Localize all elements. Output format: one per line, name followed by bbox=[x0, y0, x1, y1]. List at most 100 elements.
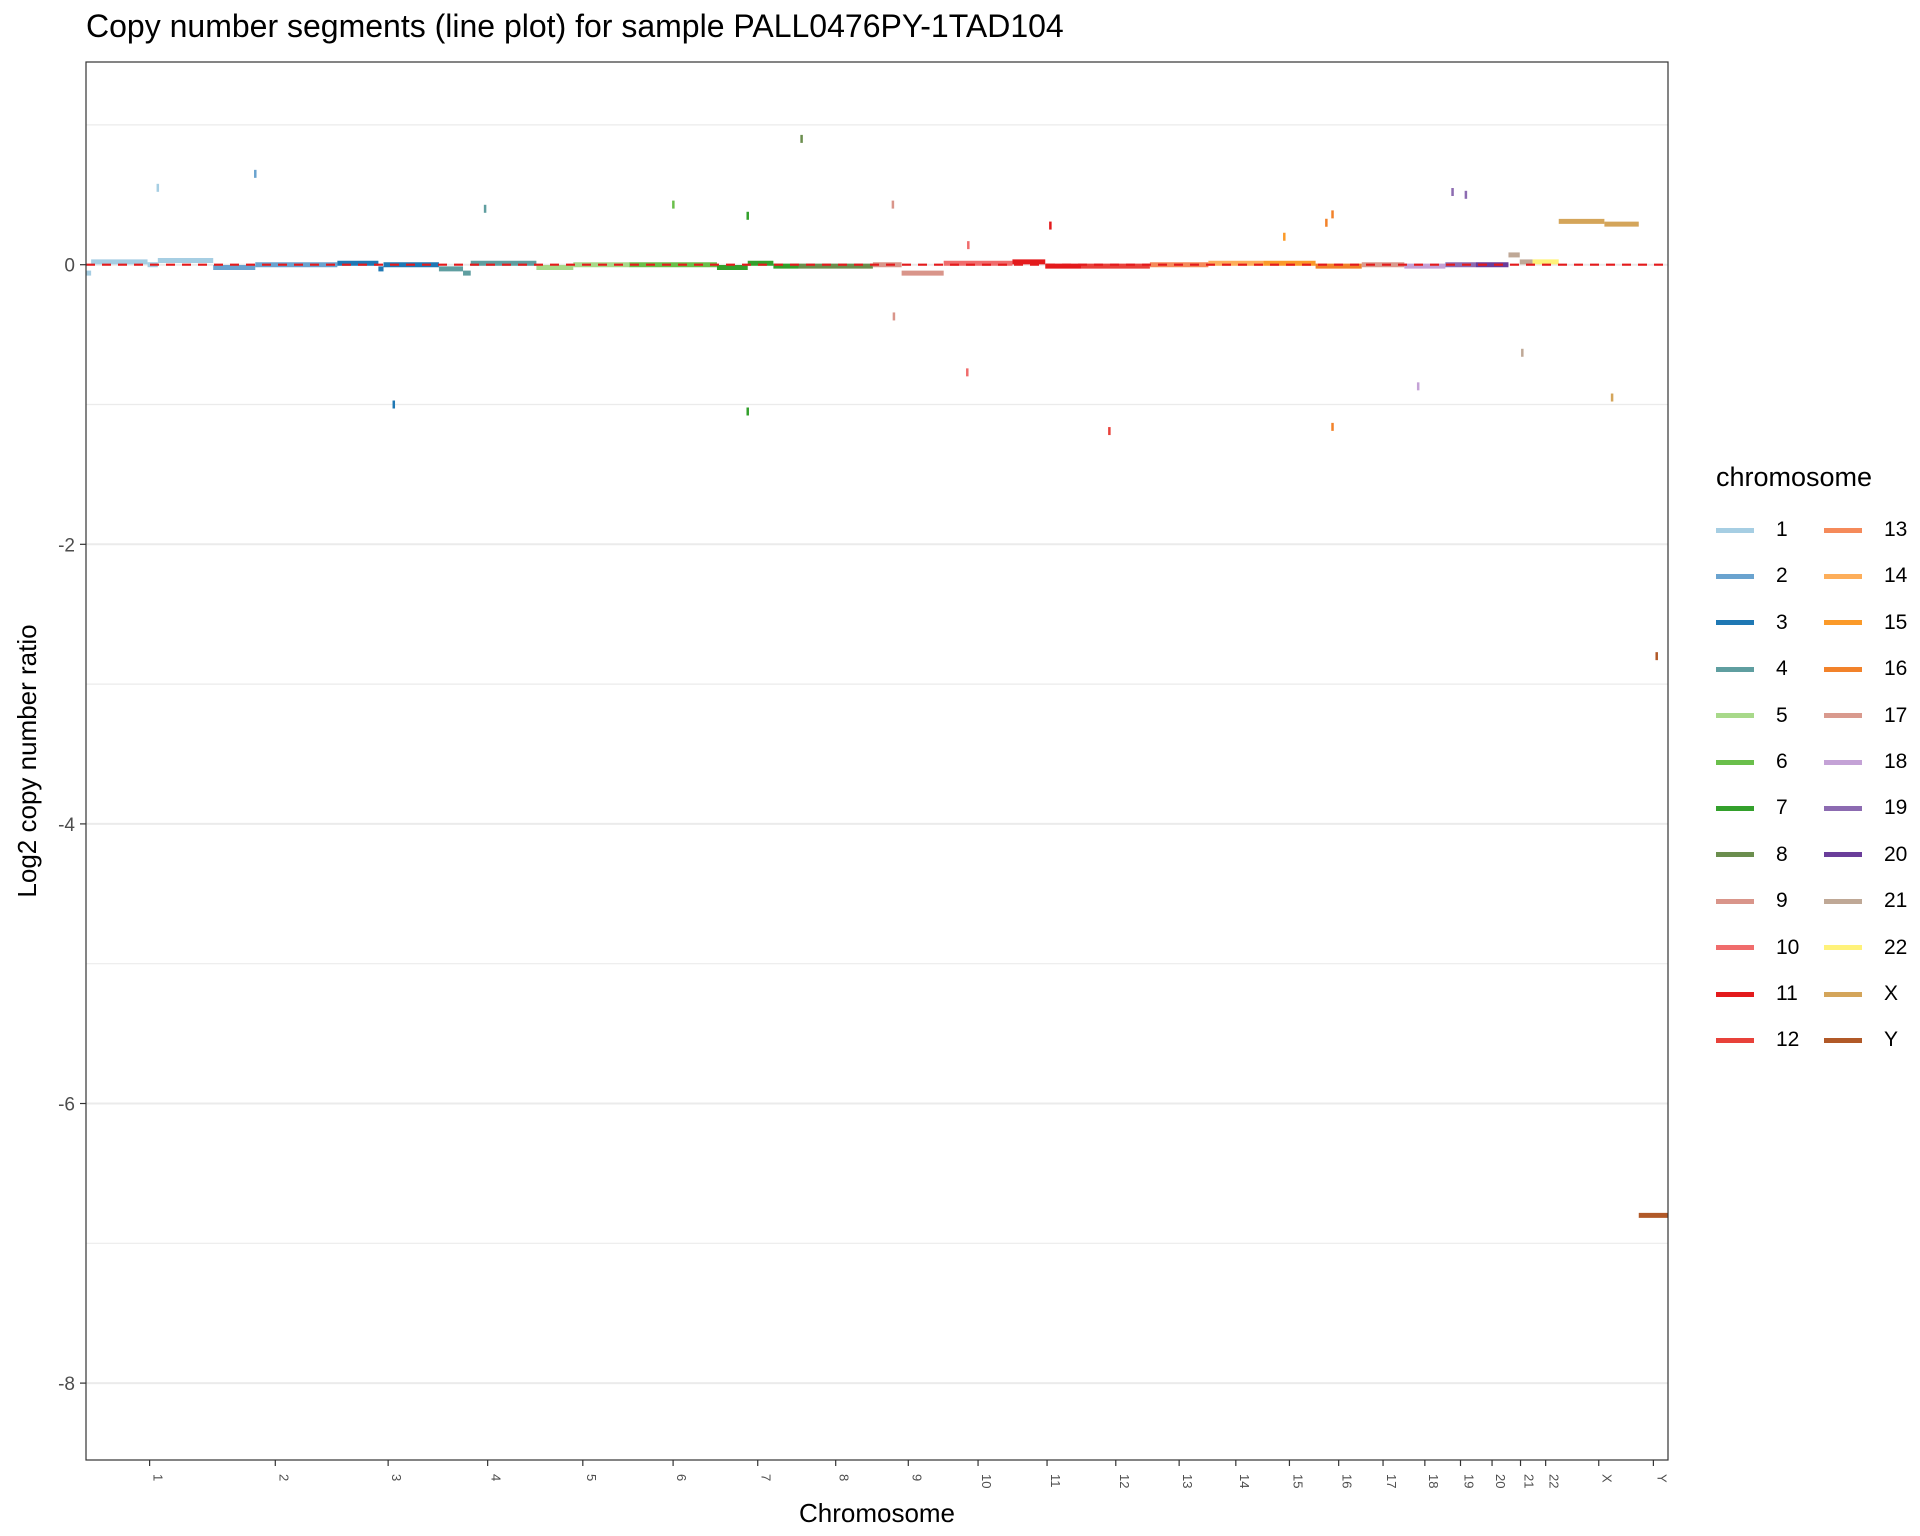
x-tick-label-chr-1: 1 bbox=[151, 1474, 166, 1481]
legend-item-chr-14: 14 bbox=[1824, 562, 1907, 590]
legend-label: 20 bbox=[1884, 842, 1908, 866]
legend-item-chr-6: 6 bbox=[1716, 748, 1788, 776]
legend-item-chr-2: 2 bbox=[1716, 562, 1788, 590]
legend-key-swatch bbox=[1716, 573, 1754, 579]
x-tick-label-chr-15: 15 bbox=[1290, 1474, 1305, 1488]
legend-label: 16 bbox=[1884, 657, 1908, 681]
x-tick-label-chr-19: 19 bbox=[1462, 1474, 1477, 1488]
legend-key-swatch bbox=[1716, 527, 1754, 533]
x-tick-label-chr-9: 9 bbox=[909, 1474, 924, 1481]
legend-key-swatch bbox=[1824, 666, 1862, 672]
x-axis-title: Chromosome bbox=[799, 1498, 955, 1528]
legend-item-chr-3: 3 bbox=[1716, 609, 1788, 637]
legend-key-swatch bbox=[1716, 805, 1754, 811]
x-tick-label-chr-17: 17 bbox=[1384, 1474, 1399, 1488]
legend-item-chr-20: 20 bbox=[1824, 841, 1907, 869]
legend-label: 22 bbox=[1884, 935, 1908, 959]
legend-label: 6 bbox=[1776, 750, 1788, 773]
legend-label: 3 bbox=[1776, 610, 1788, 634]
x-tick-label-chr-21: 21 bbox=[1522, 1474, 1537, 1488]
y-tick-label: -4 bbox=[58, 815, 75, 836]
legend-item-chr-11: 11 bbox=[1716, 980, 1798, 1008]
legend-key-swatch bbox=[1716, 852, 1754, 858]
legend-label: 7 bbox=[1776, 796, 1788, 820]
legend-key-swatch bbox=[1824, 527, 1862, 533]
legend-key-swatch bbox=[1824, 573, 1862, 579]
legend-label: 10 bbox=[1776, 935, 1800, 959]
legend-label: Y bbox=[1884, 1028, 1899, 1052]
legend-label: 14 bbox=[1884, 564, 1908, 588]
legend-key-swatch bbox=[1824, 991, 1862, 997]
legend-key-swatch bbox=[1824, 759, 1862, 765]
legend-title: chromosome bbox=[1716, 462, 1873, 492]
legend-label: 1 bbox=[1776, 518, 1788, 541]
y-tick-label: -8 bbox=[58, 1374, 75, 1395]
legend-label: 5 bbox=[1776, 703, 1788, 727]
x-tick-label-chr-6: 6 bbox=[674, 1474, 689, 1481]
legend-label: 19 bbox=[1884, 796, 1908, 820]
legend-label: 9 bbox=[1776, 889, 1788, 913]
legend-item-chr-13: 13 bbox=[1824, 516, 1907, 544]
legend-item-chr-9: 9 bbox=[1716, 887, 1788, 915]
legend-item-chr-16: 16 bbox=[1824, 655, 1907, 683]
x-tick-label-chr-16: 16 bbox=[1340, 1474, 1355, 1488]
legend-item-chr-5: 5 bbox=[1716, 702, 1788, 730]
legend-label: 11 bbox=[1776, 982, 1798, 1005]
legend-key-swatch bbox=[1716, 991, 1754, 997]
legend-item-chr-15: 15 bbox=[1824, 609, 1907, 637]
y-tick-label: -6 bbox=[58, 1095, 75, 1116]
legend-key-swatch bbox=[1824, 852, 1862, 858]
y-axis-title: Log2 copy number ratio bbox=[12, 624, 42, 897]
legend-item-chr-8: 8 bbox=[1716, 841, 1788, 869]
y-tick-label: 0 bbox=[64, 256, 75, 277]
x-tick-label-chr-8: 8 bbox=[837, 1474, 852, 1481]
legend-key-swatch bbox=[1716, 945, 1754, 951]
legend-label: X bbox=[1884, 982, 1899, 1005]
x-tick-label-chr-Y: Y bbox=[1654, 1474, 1669, 1483]
legend-item-chr-17: 17 bbox=[1824, 702, 1907, 730]
x-tick-label-chr-7: 7 bbox=[759, 1474, 774, 1481]
legend-key-swatch bbox=[1824, 1037, 1862, 1043]
x-tick-label-chr-4: 4 bbox=[489, 1474, 504, 1481]
legend-key-swatch bbox=[1716, 666, 1754, 672]
y-axis-ticks: 0 -2 -4 -6 -8 bbox=[58, 256, 86, 1395]
legend-label: 15 bbox=[1884, 610, 1908, 634]
x-tick-label-chr-20: 20 bbox=[1493, 1474, 1508, 1488]
x-tick-label-chr-22: 22 bbox=[1547, 1474, 1562, 1488]
legend-item-chr-10: 10 bbox=[1716, 934, 1799, 962]
legend-key-swatch bbox=[1716, 759, 1754, 765]
legend-key-swatch bbox=[1716, 620, 1754, 626]
legend-key-swatch bbox=[1716, 898, 1754, 904]
legend-item-chr-1: 1 bbox=[1716, 516, 1788, 544]
legend-label: 2 bbox=[1776, 564, 1788, 588]
x-axis-ticks: 1 2 3 4 5 6 7 8 9 10 11 12 13 14 15 16 17 18 19 20 21 22 X Y bbox=[149, 1460, 1669, 1488]
y-tick-label: -2 bbox=[58, 535, 75, 556]
legend-item-chr-12: 12 bbox=[1716, 1026, 1799, 1054]
legend-label: 4 bbox=[1776, 657, 1788, 681]
legend-key-swatch bbox=[1824, 898, 1862, 904]
legend-key-swatch bbox=[1824, 805, 1862, 811]
grid-layer bbox=[86, 124, 1668, 1385]
legend-item-chr-22: 22 bbox=[1824, 934, 1907, 962]
legend-key-swatch bbox=[1716, 713, 1754, 719]
legend-key-swatch bbox=[1824, 713, 1862, 719]
legend-item-chr-7: 7 bbox=[1716, 794, 1788, 822]
x-tick-label-chr-11: 11 bbox=[1048, 1474, 1063, 1488]
legend-label: 13 bbox=[1884, 518, 1908, 541]
legend-item-chr-X: X bbox=[1824, 980, 1898, 1008]
x-tick-label-chr-10: 10 bbox=[979, 1474, 994, 1488]
x-tick-label-chr-12: 12 bbox=[1117, 1474, 1132, 1488]
legend-key-swatch bbox=[1824, 945, 1862, 951]
legend-item-chr-21: 21 bbox=[1824, 887, 1907, 915]
legend-label: 12 bbox=[1776, 1028, 1800, 1052]
x-tick-label-chr-3: 3 bbox=[389, 1474, 404, 1481]
legend-label: 8 bbox=[1776, 842, 1788, 866]
legend-label: 17 bbox=[1884, 703, 1908, 727]
x-tick-label-chr-18: 18 bbox=[1426, 1474, 1441, 1488]
x-tick-label-chr-2: 2 bbox=[276, 1474, 291, 1481]
legend-label: 21 bbox=[1884, 889, 1908, 913]
x-tick-label-chr-X: X bbox=[1600, 1474, 1615, 1483]
legend-item-chr-19: 19 bbox=[1824, 794, 1907, 822]
legend-key-swatch bbox=[1824, 620, 1862, 626]
